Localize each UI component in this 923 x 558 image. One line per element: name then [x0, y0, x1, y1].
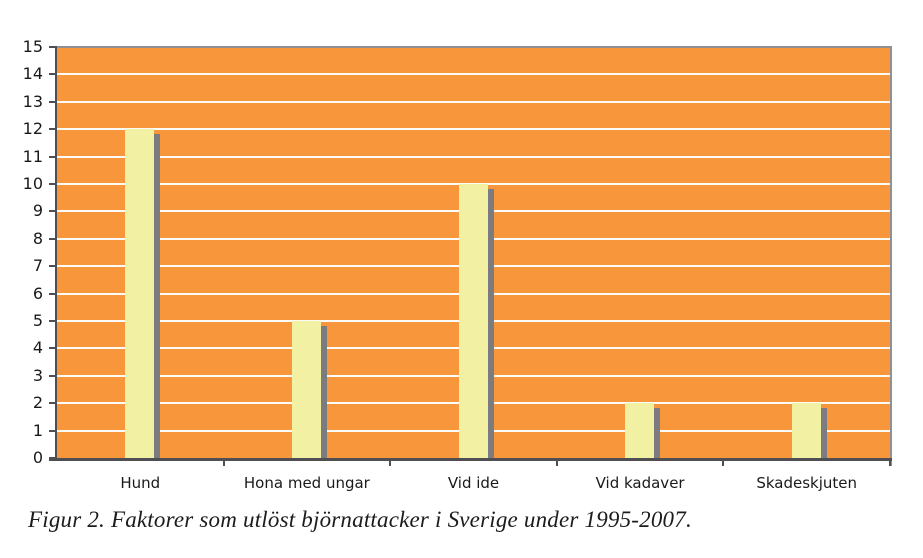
- y-tick: [49, 73, 55, 76]
- bar: [625, 403, 655, 458]
- y-tick: [49, 402, 55, 405]
- bar-shadow: [820, 408, 827, 458]
- y-tick: [49, 457, 55, 459]
- y-tick-label: 3: [32, 365, 43, 385]
- y-tick-label: 12: [22, 119, 43, 139]
- x-tick-label: Vid ide: [447, 474, 500, 492]
- y-tick-label: 8: [32, 228, 43, 248]
- y-axis: [55, 46, 57, 459]
- y-tick-label: 15: [22, 37, 43, 56]
- y-tick-label: 10: [22, 174, 43, 193]
- y-tick-label: 5: [32, 311, 43, 330]
- plot-border-top: [57, 46, 892, 48]
- x-tick-label: Hona med ungar: [243, 474, 370, 492]
- y-tick-label: 0: [32, 448, 43, 467]
- y-tick: [49, 347, 55, 350]
- gridline: [57, 100, 890, 103]
- y-tick: [49, 46, 55, 48]
- y-tick: [49, 237, 55, 240]
- y-tick-label: 9: [32, 201, 43, 221]
- bar-chart: 0 1 2 3 4 5 6 7 8 9 10 11 12 13 14 15 Hund Hona med ungar…: [22, 37, 892, 492]
- bar-shadow: [154, 134, 161, 458]
- y-tick-label: 14: [22, 64, 43, 84]
- x-axis: [49, 458, 892, 461]
- y-tick-label: 1: [32, 420, 43, 440]
- bar-shadow: [320, 326, 327, 458]
- y-tick: [49, 320, 55, 322]
- bar: [458, 184, 488, 458]
- y-tick: [49, 210, 55, 213]
- y-tick: [49, 429, 55, 432]
- bar: [291, 321, 321, 458]
- x-tick-label: Skadeskjuten: [756, 474, 858, 492]
- y-tick: [49, 374, 55, 377]
- y-tick-label: 6: [32, 283, 43, 303]
- bar-shadow: [487, 189, 494, 458]
- y-tick: [49, 292, 55, 295]
- bar-shadow: [654, 408, 661, 458]
- x-tick-label: Hund: [120, 474, 161, 492]
- gridline: [57, 73, 890, 76]
- x-tick: [222, 461, 225, 466]
- x-tick: [722, 461, 725, 466]
- y-tick: [49, 128, 55, 131]
- gridline: [57, 155, 890, 158]
- plot-border-right: [890, 46, 892, 466]
- x-tick: [555, 461, 558, 466]
- x-tick: [889, 461, 891, 466]
- y-tick-label: 7: [32, 256, 43, 276]
- figure-caption: Figur 2. Faktorer som utlöst björnattack…: [28, 507, 692, 532]
- y-tick-label: 13: [22, 91, 43, 111]
- x-tick-label: Vid kadaver: [595, 474, 685, 492]
- y-tick: [49, 183, 55, 185]
- x-tick: [389, 461, 392, 466]
- y-tick: [49, 100, 55, 103]
- y-tick-label: 11: [22, 146, 43, 166]
- y-tick: [49, 265, 55, 268]
- y-tick-label: 4: [32, 338, 43, 358]
- bar: [791, 403, 821, 458]
- y-tick-label: 2: [32, 393, 43, 413]
- gridline: [57, 128, 890, 131]
- y-tick: [49, 155, 55, 158]
- bar: [125, 129, 155, 458]
